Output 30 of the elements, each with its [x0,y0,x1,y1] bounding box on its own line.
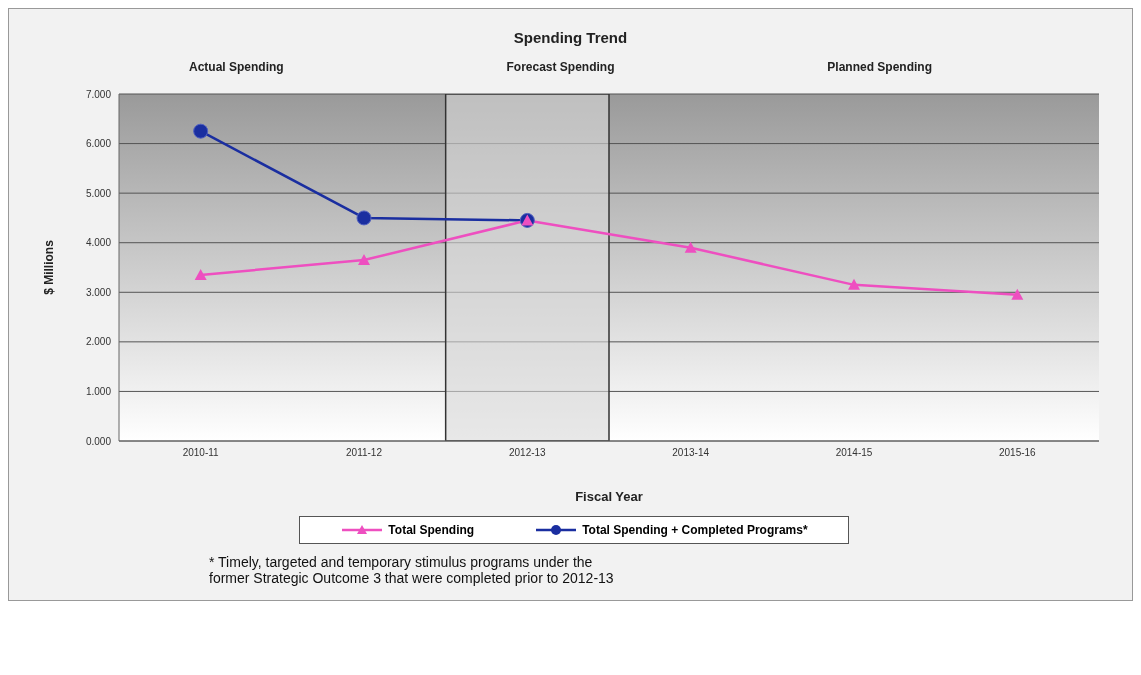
y-tick-label: 6.000 [85,138,112,150]
y-tick-label: 4.000 [85,237,112,249]
y-axis-title: $ Millions [42,239,57,295]
y-tick-label: 0.000 [85,435,112,447]
point [193,123,209,139]
x-tick-label: 2010-11 [182,447,220,459]
x-tick-label: 2012-13 [508,447,547,459]
text: Actual Spending [188,60,285,74]
x-tick-label: 2015-16 [998,447,1037,459]
y-tick-label: 1.000 [85,385,112,397]
y-tick-label: 7.000 [85,88,112,100]
chart-title: Spending Trend [512,29,629,46]
y-tick-label: 5.000 [85,187,112,199]
text: Forecast Spending [505,60,616,74]
y-tick-label: 2.000 [85,336,112,348]
text: Planned Spending [826,60,933,74]
point [356,210,372,226]
point [684,241,697,253]
x-tick-label: 2014-15 [835,447,873,459]
y-tick-label: 3.000 [85,286,112,298]
point [194,268,207,280]
x-tick-label: 2013-14 [672,447,710,459]
point [848,278,860,290]
point [1011,288,1024,300]
text: * Timely, targeted and temporary stimulus programs under the former Strategic Outcome 3 that were completed prior to 2012-13 [209,554,615,586]
x-axis-title: Fiscal Year [575,489,643,504]
legend-label: Total Spending [388,523,475,537]
point [358,254,370,266]
legend-label: Total Spending + Completed Programs* [582,523,808,537]
x-tick-label: 2011-12 [346,447,383,459]
